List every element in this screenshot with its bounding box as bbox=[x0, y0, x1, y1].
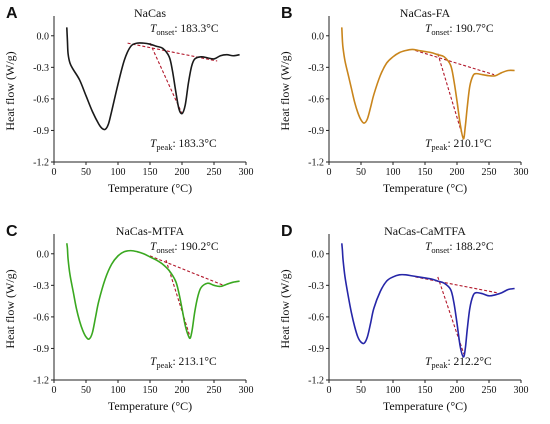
y-tick-label: -1.2 bbox=[33, 158, 49, 169]
onset-annotation: Tonset: 190.2°C bbox=[150, 241, 219, 255]
x-tick-label: 300 bbox=[514, 167, 529, 178]
x-tick-label: 150 bbox=[418, 385, 433, 396]
baseline-guide bbox=[127, 42, 218, 62]
chart-panel-a: A NaCas 0 50 100 150 200 250 300 0.0 -0.3 -0.6 -0.9 -… bbox=[3, 5, 254, 195]
x-tick-label: 250 bbox=[482, 385, 497, 396]
chart-panel-b: B NaCas-FA 0 50 100 150 200 250 300 0.0 -0.3 -0.6 -0… bbox=[278, 5, 529, 195]
x-tick-label: 200 bbox=[175, 385, 190, 396]
x-tick-label: 200 bbox=[450, 385, 465, 396]
y-tick-label: -0.9 bbox=[308, 344, 324, 355]
x-tick-label: 250 bbox=[207, 167, 222, 178]
series-line bbox=[341, 27, 515, 140]
peak-annotation: Tpeak: 210.1°C bbox=[425, 138, 492, 152]
tangent-guide bbox=[149, 42, 183, 114]
x-tick-label: 50 bbox=[81, 385, 91, 396]
x-tick-label: 0 bbox=[327, 167, 332, 178]
tangent-guide bbox=[165, 259, 191, 339]
y-tick-label: -0.9 bbox=[33, 126, 49, 137]
y-tick-label: -0.3 bbox=[308, 281, 324, 292]
y-tick-label: 0.0 bbox=[37, 31, 50, 42]
x-axis-label: Temperature (°C) bbox=[383, 399, 467, 413]
x-tick-label: 150 bbox=[418, 167, 433, 178]
y-axis-label: Heat flow (W/g) bbox=[278, 269, 292, 348]
x-tick-label: 150 bbox=[143, 167, 158, 178]
x-tick-label: 100 bbox=[111, 167, 126, 178]
x-tick-label: 300 bbox=[239, 167, 254, 178]
peak-annotation: Tpeak: 183.3°C bbox=[150, 138, 217, 152]
chart-panel-d: D NaCas-CaMTFA 0 50 100 150 200 250 300 0.0 -0.3 -0… bbox=[278, 223, 529, 413]
x-tick-label: 250 bbox=[482, 167, 497, 178]
x-tick-label: 50 bbox=[356, 167, 366, 178]
x-axis-label: Temperature (°C) bbox=[383, 181, 467, 195]
chart-title: NaCas-FA bbox=[400, 6, 451, 20]
panel-letter: A bbox=[6, 5, 18, 22]
series-line bbox=[66, 27, 240, 131]
panel-letter: C bbox=[6, 223, 18, 240]
x-tick-label: 50 bbox=[356, 385, 366, 396]
y-tick-label: -0.6 bbox=[33, 94, 49, 105]
x-tick-label: 0 bbox=[52, 385, 57, 396]
x-tick-label: 200 bbox=[175, 167, 190, 178]
x-axis-label: Temperature (°C) bbox=[108, 399, 192, 413]
baseline-guide bbox=[415, 49, 495, 76]
y-tick-label: -0.3 bbox=[33, 63, 49, 74]
y-axis-label: Heat flow (W/g) bbox=[3, 51, 17, 130]
series-line bbox=[66, 243, 240, 340]
y-tick-label: -0.3 bbox=[308, 63, 324, 74]
y-tick-label: -0.6 bbox=[308, 94, 324, 105]
x-tick-label: 300 bbox=[239, 385, 254, 396]
baseline-guide bbox=[149, 255, 224, 286]
baseline-guide bbox=[415, 276, 497, 294]
y-tick-label: -0.6 bbox=[308, 312, 324, 323]
x-tick-label: 0 bbox=[327, 385, 332, 396]
y-tick-label: -0.9 bbox=[308, 126, 324, 137]
x-tick-label: 100 bbox=[386, 167, 401, 178]
x-axis-label: Temperature (°C) bbox=[108, 181, 192, 195]
y-tick-label: 0.0 bbox=[312, 31, 325, 42]
chart-title: NaCas-CaMTFA bbox=[384, 224, 466, 238]
x-tick-label: 100 bbox=[386, 385, 401, 396]
series-line bbox=[341, 243, 515, 358]
y-axis-label: Heat flow (W/g) bbox=[278, 51, 292, 130]
y-tick-label: -1.2 bbox=[308, 376, 324, 387]
y-axis-label: Heat flow (W/g) bbox=[3, 269, 17, 348]
x-tick-label: 50 bbox=[81, 167, 91, 178]
onset-annotation: Tonset: 188.2°C bbox=[425, 241, 494, 255]
x-tick-label: 250 bbox=[207, 385, 222, 396]
peak-annotation: Tpeak: 213.1°C bbox=[150, 356, 217, 370]
x-tick-label: 200 bbox=[450, 167, 465, 178]
y-tick-label: 0.0 bbox=[312, 249, 325, 260]
panel-letter: D bbox=[281, 223, 293, 240]
onset-annotation: Tonset: 190.7°C bbox=[425, 23, 494, 37]
y-tick-label: -0.9 bbox=[33, 344, 49, 355]
panel-letter: B bbox=[281, 5, 293, 22]
chart-panel-c: C NaCas-MTFA 0 50 100 150 200 250 300 0.0 -0.3 -0.6… bbox=[3, 223, 254, 413]
y-tick-label: -1.2 bbox=[308, 158, 324, 169]
x-tick-label: 300 bbox=[514, 385, 529, 396]
y-tick-label: -0.6 bbox=[33, 312, 49, 323]
peak-annotation: Tpeak: 212.2°C bbox=[425, 356, 492, 370]
tangent-guide bbox=[437, 276, 466, 358]
x-tick-label: 0 bbox=[52, 167, 57, 178]
y-tick-label: -1.2 bbox=[33, 376, 49, 387]
x-tick-label: 150 bbox=[143, 385, 158, 396]
x-tick-label: 100 bbox=[111, 385, 126, 396]
y-tick-label: 0.0 bbox=[37, 249, 50, 260]
y-tick-label: -0.3 bbox=[33, 281, 49, 292]
chart-title: NaCas bbox=[134, 6, 166, 20]
onset-annotation: Tonset: 183.3°C bbox=[150, 23, 219, 37]
chart-title: NaCas-MTFA bbox=[116, 224, 185, 238]
